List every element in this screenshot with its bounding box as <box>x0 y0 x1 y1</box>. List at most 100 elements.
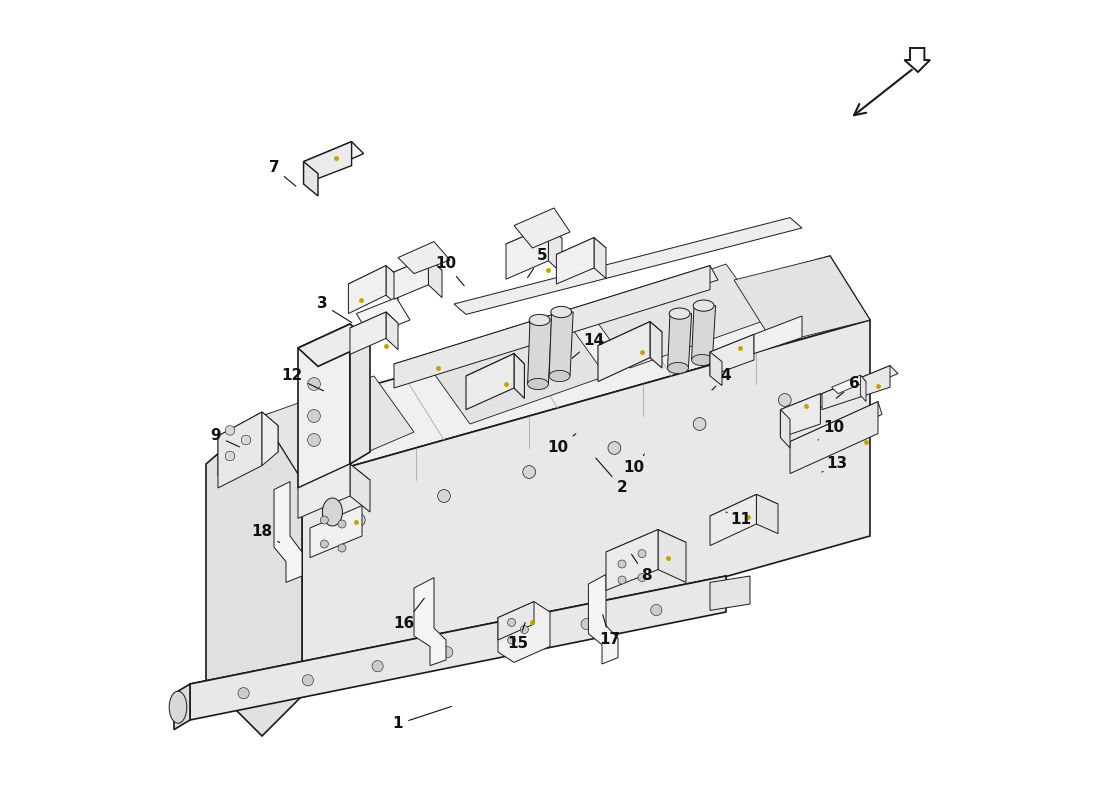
Ellipse shape <box>549 370 570 382</box>
Text: 2: 2 <box>596 458 627 495</box>
Polygon shape <box>302 320 870 696</box>
Text: 11: 11 <box>726 512 751 527</box>
Polygon shape <box>350 312 386 354</box>
Circle shape <box>338 520 346 528</box>
Polygon shape <box>757 494 778 534</box>
Polygon shape <box>262 376 414 480</box>
Circle shape <box>507 618 516 626</box>
Circle shape <box>241 435 251 445</box>
Polygon shape <box>190 576 726 704</box>
Circle shape <box>507 636 516 644</box>
Text: since 1985: since 1985 <box>597 574 711 594</box>
Polygon shape <box>506 226 562 256</box>
Polygon shape <box>356 298 410 336</box>
Polygon shape <box>594 238 606 278</box>
Polygon shape <box>304 162 318 196</box>
Polygon shape <box>394 266 718 378</box>
Polygon shape <box>754 316 802 354</box>
Polygon shape <box>498 602 550 662</box>
Ellipse shape <box>693 300 714 311</box>
Polygon shape <box>606 530 658 590</box>
Polygon shape <box>298 464 370 502</box>
Polygon shape <box>780 394 830 419</box>
Polygon shape <box>860 375 866 402</box>
Circle shape <box>238 687 250 699</box>
Text: 12: 12 <box>282 369 323 391</box>
Circle shape <box>693 418 706 430</box>
Circle shape <box>651 605 662 616</box>
Polygon shape <box>790 402 882 454</box>
Polygon shape <box>304 142 364 174</box>
Polygon shape <box>734 256 870 344</box>
Circle shape <box>308 434 320 446</box>
Polygon shape <box>414 578 446 666</box>
Circle shape <box>581 618 592 630</box>
Text: 9: 9 <box>210 429 240 447</box>
Polygon shape <box>174 684 190 730</box>
Circle shape <box>442 646 453 658</box>
Polygon shape <box>557 238 606 266</box>
Ellipse shape <box>668 362 689 374</box>
Polygon shape <box>514 208 570 248</box>
Circle shape <box>522 466 536 478</box>
Polygon shape <box>466 354 525 386</box>
Circle shape <box>520 626 528 634</box>
Text: 5: 5 <box>528 249 548 278</box>
Polygon shape <box>710 334 754 376</box>
Circle shape <box>779 394 791 406</box>
Text: 17: 17 <box>600 614 620 647</box>
Circle shape <box>308 410 320 422</box>
Polygon shape <box>262 412 278 466</box>
Polygon shape <box>274 482 302 582</box>
Polygon shape <box>428 258 442 298</box>
Circle shape <box>638 574 646 582</box>
Polygon shape <box>190 576 726 720</box>
Text: 6: 6 <box>836 377 859 398</box>
Polygon shape <box>710 352 722 386</box>
Polygon shape <box>304 142 352 184</box>
Text: 10: 10 <box>548 434 575 455</box>
Polygon shape <box>498 602 534 640</box>
Polygon shape <box>386 312 398 350</box>
Polygon shape <box>710 494 757 546</box>
Polygon shape <box>710 334 766 362</box>
Circle shape <box>608 442 620 454</box>
Polygon shape <box>350 464 370 512</box>
Text: 10: 10 <box>436 257 464 286</box>
Text: 3: 3 <box>317 297 352 322</box>
Circle shape <box>226 426 234 435</box>
Polygon shape <box>350 324 370 464</box>
Polygon shape <box>606 530 686 565</box>
Ellipse shape <box>529 314 550 326</box>
Polygon shape <box>692 306 716 360</box>
Circle shape <box>638 550 646 558</box>
Polygon shape <box>430 320 606 424</box>
Polygon shape <box>298 464 350 518</box>
Ellipse shape <box>551 306 572 318</box>
Polygon shape <box>398 242 450 274</box>
Text: 15: 15 <box>507 622 529 651</box>
Circle shape <box>512 633 522 644</box>
Polygon shape <box>514 354 525 398</box>
Polygon shape <box>658 530 686 582</box>
Polygon shape <box>310 506 362 558</box>
Circle shape <box>372 661 383 672</box>
Polygon shape <box>394 266 710 388</box>
Polygon shape <box>590 264 766 368</box>
Polygon shape <box>598 322 650 382</box>
Text: 4: 4 <box>712 369 732 390</box>
Circle shape <box>226 451 234 461</box>
Polygon shape <box>650 322 662 368</box>
Polygon shape <box>710 494 778 524</box>
Circle shape <box>352 514 365 526</box>
Polygon shape <box>598 322 662 356</box>
Polygon shape <box>588 574 618 664</box>
Polygon shape <box>549 226 562 274</box>
Ellipse shape <box>692 354 713 366</box>
Polygon shape <box>349 266 398 294</box>
Polygon shape <box>298 324 350 488</box>
Text: 14: 14 <box>572 333 605 358</box>
Text: 16: 16 <box>394 598 425 631</box>
Circle shape <box>320 540 329 548</box>
Polygon shape <box>466 354 514 410</box>
